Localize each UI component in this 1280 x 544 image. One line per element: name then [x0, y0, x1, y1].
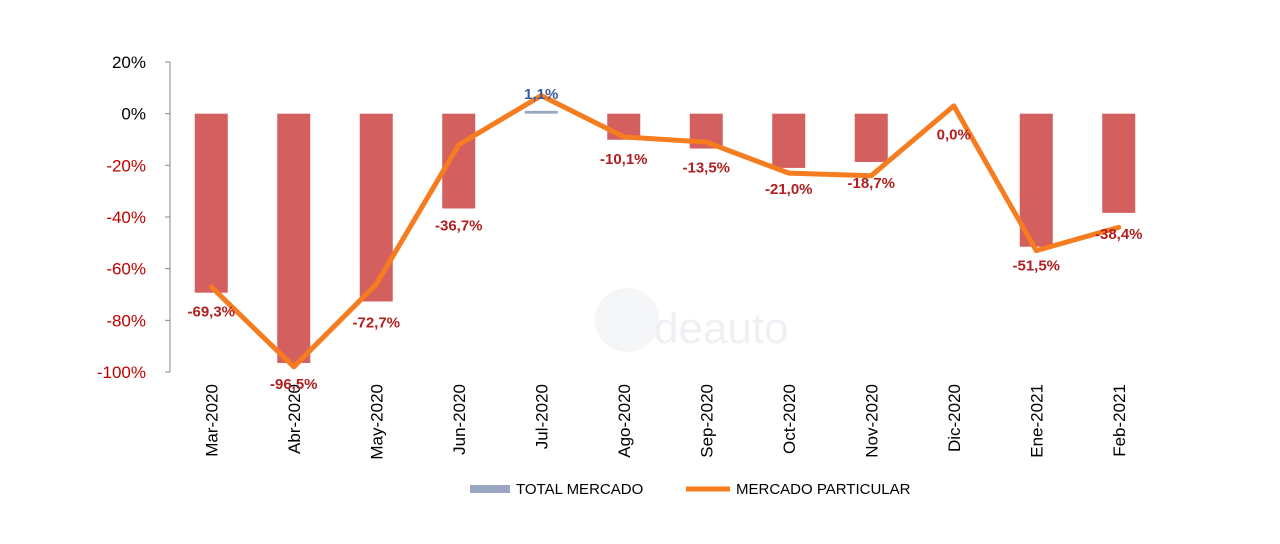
x-tick-label: Nov-2020	[862, 384, 881, 458]
y-tick-label: -20%	[106, 156, 146, 175]
bar-oct-2020	[772, 113, 806, 168]
bar-feb-2021	[1102, 113, 1136, 213]
data-label: -51,5%	[1012, 258, 1060, 275]
data-label: -13,5%	[682, 160, 730, 177]
data-label: -18,7%	[847, 175, 895, 192]
bar-jul-2020	[524, 110, 558, 114]
x-tick-label: Sep-2020	[697, 384, 716, 458]
legend-label-total-mercado: TOTAL MERCADO	[516, 481, 643, 498]
x-tick-label: May-2020	[367, 384, 386, 460]
x-tick-label: Jun-2020	[450, 384, 469, 455]
data-label: -21,0%	[765, 181, 813, 198]
data-label: -36,7%	[435, 217, 483, 234]
y-tick-label: 0%	[121, 105, 146, 124]
watermark-text: deauto	[654, 304, 789, 353]
data-label: 1,1%	[524, 86, 558, 103]
x-tick-label: Abr-2020	[285, 384, 304, 454]
x-tick-label: Ago-2020	[615, 384, 634, 458]
x-tick-label: Oct-2020	[780, 384, 799, 454]
data-label: -72,7%	[352, 314, 400, 331]
y-tick-label: 20%	[112, 53, 146, 72]
watermark-logo: deauto	[595, 288, 789, 353]
data-label: 0,0%	[937, 127, 971, 144]
x-tick-label: Ene-2021	[1027, 384, 1046, 458]
bar-ene-2021	[1019, 113, 1053, 247]
y-tick-label: -100%	[97, 363, 146, 382]
bar-may-2020	[359, 113, 393, 302]
bar-nov-2020	[854, 113, 888, 162]
bar-mar-2020	[194, 113, 228, 293]
data-label: -96,5%	[270, 376, 318, 393]
x-tick-label: Jul-2020	[532, 384, 551, 449]
x-tick-label: Dic-2020	[945, 384, 964, 452]
y-tick-label: -80%	[106, 311, 146, 330]
legend-label-mercado-particular: MERCADO PARTICULAR	[736, 481, 911, 498]
data-label: -69,3%	[187, 304, 235, 321]
y-tick-label: -40%	[106, 208, 146, 227]
data-label: -38,4%	[1095, 226, 1143, 243]
legend-swatch-total-mercado	[470, 485, 510, 493]
data-label: -10,1%	[600, 151, 648, 168]
bar-abr-2020	[277, 113, 311, 363]
y-tick-label: -60%	[106, 260, 146, 279]
x-tick-label: Mar-2020	[202, 384, 221, 457]
line-mercado-particular	[208, 93, 1122, 370]
x-tick-label: Feb-2021	[1110, 384, 1129, 457]
